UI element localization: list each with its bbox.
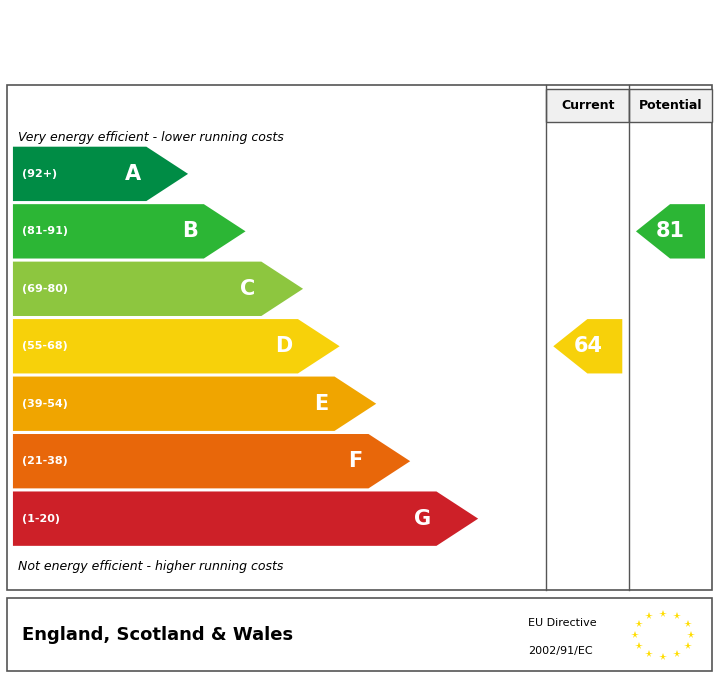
Text: Not energy efficient - higher running costs: Not energy efficient - higher running co… (18, 560, 283, 574)
Text: F: F (349, 451, 363, 471)
Text: (69-80): (69-80) (22, 284, 68, 294)
Text: (92+): (92+) (22, 169, 57, 179)
Polygon shape (13, 377, 376, 431)
Polygon shape (13, 262, 303, 316)
Text: (1-20): (1-20) (22, 514, 60, 524)
Text: Potential: Potential (638, 99, 702, 112)
Polygon shape (636, 204, 705, 259)
Polygon shape (13, 146, 188, 201)
Bar (546, 90, 629, 122)
Polygon shape (554, 319, 623, 373)
Polygon shape (13, 491, 478, 546)
Text: A: A (124, 164, 141, 184)
Bar (629, 90, 712, 122)
Polygon shape (13, 204, 246, 259)
Text: EU Directive: EU Directive (528, 618, 597, 628)
Text: G: G (413, 509, 431, 529)
Text: Current: Current (561, 99, 615, 112)
Text: Energy Efficiency Rating: Energy Efficiency Rating (18, 30, 419, 58)
Text: Very energy efficient - lower running costs: Very energy efficient - lower running co… (18, 131, 284, 144)
Text: (39-54): (39-54) (22, 399, 68, 409)
Text: 81: 81 (656, 221, 685, 242)
Polygon shape (13, 434, 411, 489)
Text: (21-38): (21-38) (22, 456, 68, 466)
Text: 2002/91/EC: 2002/91/EC (528, 646, 593, 656)
Text: (81-91): (81-91) (22, 226, 68, 236)
Text: C: C (240, 279, 255, 299)
Text: E: E (314, 394, 329, 414)
Text: D: D (275, 336, 292, 356)
Text: B: B (182, 221, 198, 242)
Polygon shape (13, 319, 339, 373)
Text: 64: 64 (573, 336, 603, 356)
Text: (55-68): (55-68) (22, 342, 68, 351)
Text: England, Scotland & Wales: England, Scotland & Wales (22, 626, 293, 644)
